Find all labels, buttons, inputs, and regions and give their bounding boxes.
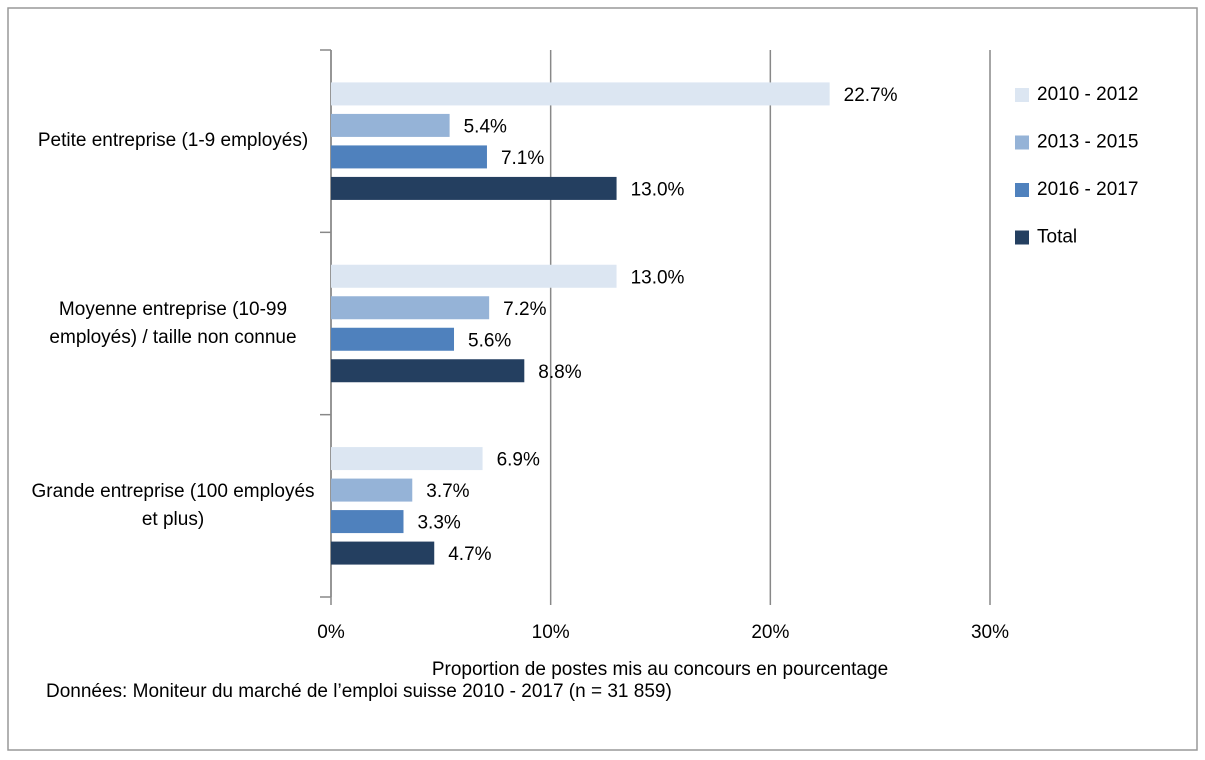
frame [7, 7, 1198, 751]
bar [331, 510, 404, 534]
bar [331, 478, 413, 502]
y-tick-label: Moyenne entreprise (10-99 employés) / ta… [49, 298, 297, 348]
bar [331, 82, 830, 106]
y-tick-label: Petite entreprise (1-9 employés) [37, 130, 309, 152]
bar [331, 359, 525, 383]
data-label: 6.9% [497, 450, 540, 471]
bar [331, 296, 490, 320]
data-label: 7.1% [501, 148, 544, 169]
data-label: 22.7% [844, 85, 898, 106]
data-label: 5.6% [468, 330, 511, 351]
legend-swatch [1015, 183, 1029, 197]
data-label: 13.0% [631, 179, 685, 200]
bar [331, 145, 487, 169]
data-label: 7.2% [503, 299, 546, 320]
legend-swatch [1015, 230, 1029, 245]
legend-label: 2013 - 2015 [1037, 132, 1138, 153]
x-tick-label: 20% [751, 622, 789, 643]
legend-label: Total [1037, 227, 1077, 248]
legend-swatch [1015, 88, 1029, 102]
data-label: 3.3% [417, 513, 460, 534]
bar [331, 327, 455, 351]
legend-label: 2010 - 2012 [1037, 84, 1138, 105]
x-tick-label: 30% [971, 622, 1009, 643]
data-label: 4.7% [448, 544, 491, 565]
bar [331, 176, 617, 200]
y-tick-label: Grande entreprise (100 employés et plus) [31, 480, 315, 530]
data-label: 3.7% [426, 481, 469, 502]
data-label: 5.4% [464, 116, 507, 137]
legend-label: 2016 - 2017 [1037, 179, 1138, 200]
data-label: 13.0% [631, 267, 685, 288]
bar [331, 113, 450, 137]
source-note: Données: Moniteur du marché de l’emploi … [46, 681, 672, 702]
legend-swatch [1015, 135, 1029, 150]
x-tick-label: 10% [532, 622, 570, 643]
bar [331, 447, 483, 471]
data-label: 8.8% [538, 362, 581, 383]
bar [331, 541, 435, 565]
bar [331, 264, 617, 288]
x-axis-title: Proportion de postes mis au concours en … [432, 659, 888, 680]
x-tick-label: 0% [317, 622, 345, 643]
